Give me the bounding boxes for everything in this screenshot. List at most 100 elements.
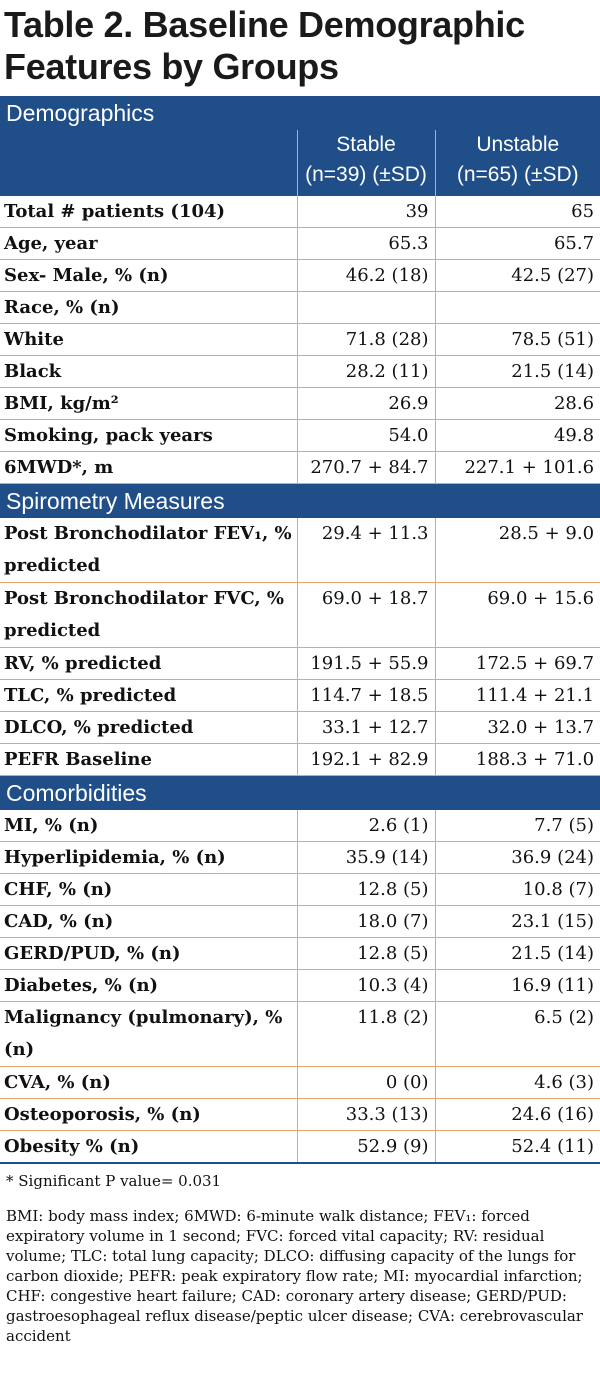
row-label: Post Bronchodilator FVC, % predicted — [0, 582, 297, 648]
table-row: 6MWD*, m 270.7 + 84.7 227.1 + 101.6 — [0, 451, 600, 484]
row-label: Sex- Male, % (n) — [0, 259, 297, 292]
unstable-value: 28.5 + 9.0 — [434, 518, 600, 583]
stable-value: 29.4 + 11.3 — [296, 518, 435, 583]
stable-value: 192.1 + 82.9 — [296, 743, 435, 776]
table-row: Post Bronchodilator FEV₁, % predicted 29.… — [0, 518, 600, 583]
table-row: GERD/PUD, % (n) 12.8 (5) 21.5 (14) — [0, 937, 600, 970]
unstable-value: 36.9 (24) — [434, 841, 600, 874]
table-row: Smoking, pack years 54.0 49.8 — [0, 419, 600, 452]
unstable-value: 172.5 + 69.7 — [434, 647, 600, 680]
stable-value: 10.3 (4) — [296, 969, 435, 1002]
row-label: Black — [0, 355, 297, 388]
section-header-comorbidities: Comorbidities — [0, 775, 600, 810]
stable-value: 26.9 — [296, 387, 435, 420]
stable-value: 114.7 + 18.5 — [296, 679, 435, 712]
unstable-value: 23.1 (15) — [434, 905, 600, 938]
footnote-abbreviations: BMI: body mass index; 6MWD: 6-minute wal… — [6, 1207, 583, 1345]
table-row: Osteoporosis, % (n) 33.3 (13) 24.6 (16) — [0, 1098, 600, 1131]
unstable-value: 21.5 (14) — [434, 937, 600, 970]
title-line-1: Table 2. Baseline Demographic — [4, 4, 525, 45]
unstable-value: 4.6 (3) — [434, 1066, 600, 1099]
table-row: Race, % (n) — [0, 291, 600, 324]
stable-value: 33.1 + 12.7 — [296, 711, 435, 744]
table-row: MI, % (n) 2.6 (1) 7.7 (5) — [0, 810, 600, 842]
row-label: Malignancy (pulmonary), % (n) — [0, 1001, 297, 1067]
unstable-value: 7.7 (5) — [434, 810, 600, 842]
row-label: CAD, % (n) — [0, 905, 297, 938]
row-label: Diabetes, % (n) — [0, 969, 297, 1002]
unstable-value: 32.0 + 13.7 — [434, 711, 600, 744]
unstable-value: 111.4 + 21.1 — [434, 679, 600, 712]
table-row: Obesity % (n) 52.9 (9) 52.4 (11) — [0, 1130, 600, 1164]
row-label: Post Bronchodilator FEV₁, % predicted — [0, 518, 297, 583]
row-label: CVA, % (n) — [0, 1066, 297, 1099]
stable-value: 65.3 — [296, 227, 435, 260]
stable-value: 39 — [296, 196, 435, 228]
unstable-value: 28.6 — [434, 387, 600, 420]
table-row: TLC, % predicted 114.7 + 18.5 111.4 + 21.1 — [0, 679, 600, 712]
unstable-value: 16.9 (11) — [434, 969, 600, 1002]
stable-value: 2.6 (1) — [296, 810, 435, 842]
row-label: Hyperlipidemia, % (n) — [0, 841, 297, 874]
stable-value: 52.9 (9) — [296, 1130, 435, 1164]
row-label: CHF, % (n) — [0, 873, 297, 906]
row-label: White — [0, 323, 297, 356]
unstable-value: 78.5 (51) — [434, 323, 600, 356]
table-row: BMI, kg/m² 26.9 28.6 — [0, 387, 600, 420]
table-row: CVA, % (n) 0 (0) 4.6 (3) — [0, 1066, 600, 1099]
unstable-value: 65 — [434, 196, 600, 228]
table-row: PEFR Baseline 192.1 + 82.9 188.3 + 71.0 — [0, 743, 600, 776]
unstable-value: 21.5 (14) — [434, 355, 600, 388]
stable-value: 35.9 (14) — [296, 841, 435, 874]
unstable-value — [434, 291, 600, 324]
unstable-value: 69.0 + 15.6 — [434, 582, 600, 648]
row-label: PEFR Baseline — [0, 743, 297, 776]
table-row: CHF, % (n) 12.8 (5) 10.8 (7) — [0, 873, 600, 906]
row-label: Race, % (n) — [0, 291, 297, 324]
row-label: 6MWD*, m — [0, 451, 297, 484]
row-label: Age, year — [0, 227, 297, 260]
table-row: Hyperlipidemia, % (n) 35.9 (14) 36.9 (24) — [0, 841, 600, 874]
stable-value: 11.8 (2) — [296, 1001, 435, 1067]
unstable-value: 52.4 (11) — [434, 1130, 600, 1164]
demographics-rows: Total # patients (104) 39 65 Age, year 65.3 6… — [0, 196, 600, 484]
table-row: Age, year 65.3 65.7 — [0, 227, 600, 260]
table-row: Black 28.2 (11) 21.5 (14) — [0, 355, 600, 388]
unstable-value: 6.5 (2) — [434, 1001, 600, 1067]
row-label: Obesity % (n) — [0, 1130, 297, 1164]
stable-value: 18.0 (7) — [296, 905, 435, 938]
row-label: RV, % predicted — [0, 647, 297, 680]
stable-value: 0 (0) — [296, 1066, 435, 1099]
row-label: BMI, kg/m² — [0, 387, 297, 420]
unstable-value: 24.6 (16) — [434, 1098, 600, 1131]
row-label: Osteoporosis, % (n) — [0, 1098, 297, 1131]
unstable-value: 65.7 — [434, 227, 600, 260]
spirometry-rows: Post Bronchodilator FEV₁, % predicted 29.… — [0, 518, 600, 776]
row-label: DLCO, % predicted — [0, 711, 297, 744]
table-row: Total # patients (104) 39 65 — [0, 196, 600, 228]
stable-value: 33.3 (13) — [296, 1098, 435, 1131]
unstable-value: 10.8 (7) — [434, 873, 600, 906]
stable-value: 12.8 (5) — [296, 937, 435, 970]
unstable-value: 188.3 + 71.0 — [434, 743, 600, 776]
table-row: Post Bronchodilator FVC, % predicted 69.0… — [0, 582, 600, 648]
table-row: Malignancy (pulmonary), % (n) 11.8 (2) 6.5… — [0, 1001, 600, 1067]
stable-value: 69.0 + 18.7 — [296, 582, 435, 648]
stable-value: 54.0 — [296, 419, 435, 452]
row-label: Total # patients (104) — [0, 196, 297, 228]
stable-value: 46.2 (18) — [296, 259, 435, 292]
footnote-significance: * Significant P value= 0.031 — [6, 1172, 222, 1190]
comorbidity-rows: MI, % (n) 2.6 (1) 7.7 (5) Hyperlipidemia, %… — [0, 810, 600, 1164]
table-row: Diabetes, % (n) 10.3 (4) 16.9 (11) — [0, 969, 600, 1002]
table-row: CAD, % (n) 18.0 (7) 23.1 (15) — [0, 905, 600, 938]
section-header-spirometry: Spirometry Measures — [0, 483, 600, 518]
row-label: MI, % (n) — [0, 810, 297, 842]
table-row: DLCO, % predicted 33.1 + 12.7 32.0 + 13.7 — [0, 711, 600, 744]
table-row: White 71.8 (28) 78.5 (51) — [0, 323, 600, 356]
unstable-value: 227.1 + 101.6 — [434, 451, 600, 484]
row-label: TLC, % predicted — [0, 679, 297, 712]
unstable-value: 49.8 — [434, 419, 600, 452]
stable-value: 191.5 + 55.9 — [296, 647, 435, 680]
section-header-demographics: Demographics — [0, 96, 600, 130]
unstable-value: 42.5 (27) — [434, 259, 600, 292]
